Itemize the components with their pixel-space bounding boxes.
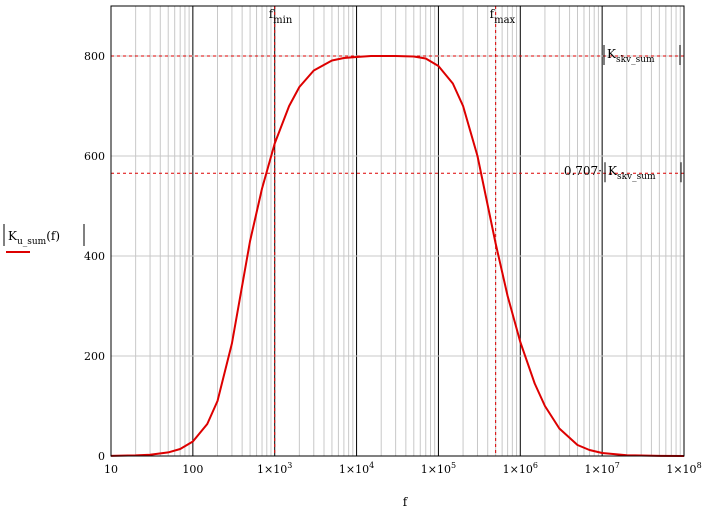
- x-tick-base: 1×10: [584, 463, 614, 476]
- series-point: [601, 452, 603, 454]
- series-point: [179, 448, 181, 450]
- series-point: [216, 400, 219, 402]
- series-point: [167, 451, 169, 453]
- ref-label-main: K: [607, 47, 617, 61]
- x-tick-exponent: 6: [533, 461, 538, 470]
- x-tick-base: 1×10: [666, 463, 696, 476]
- x-tick-exponent: 8: [697, 461, 702, 470]
- series-point: [355, 56, 358, 58]
- reference-label-vertical: fmax: [490, 7, 516, 26]
- reference-label-vertical: fmin: [269, 7, 293, 26]
- x-tick-label: 1×107: [584, 461, 619, 476]
- minor-gridlines: [135, 6, 681, 456]
- y-tick-label: 200: [84, 350, 105, 363]
- y-label-text: Ku_sum(f): [8, 229, 60, 247]
- plot-frame: [110, 5, 685, 457]
- series-point: [462, 105, 464, 107]
- y-tick-label: 0: [98, 450, 105, 463]
- y-tick-labels: 0 200 400 600 800: [84, 50, 105, 463]
- reference-lines: [111, 6, 684, 456]
- plot-border: [110, 5, 685, 457]
- series-point: [192, 440, 194, 443]
- y-tick-label: 600: [84, 150, 105, 163]
- y-label-arg: (f): [46, 229, 60, 243]
- x-tick-exponent: 7: [615, 461, 620, 470]
- ref-label-sub: skv_sum: [617, 172, 656, 182]
- series-layer: [110, 55, 685, 457]
- series-point: [298, 86, 300, 88]
- series-point: [249, 240, 251, 242]
- y-axis-label: Ku_sum(f): [3, 224, 85, 253]
- x-tick-base: 10: [104, 463, 118, 476]
- series-point: [343, 57, 345, 59]
- y-label-main: K: [8, 229, 18, 243]
- y-tick-label: 400: [84, 250, 105, 263]
- series-point: [437, 65, 440, 67]
- series-point: [588, 449, 591, 451]
- reference-label-horizontal: Kskv_sum: [607, 47, 655, 65]
- series-point: [425, 57, 427, 60]
- x-tick-exponent: 3: [287, 461, 292, 470]
- x-tick-exponent: 4: [369, 461, 374, 470]
- ref-label-main: f: [490, 7, 496, 21]
- x-tick-labels: 10 100 1×103 1×104 1×105 1×106 1×107 1×108: [104, 461, 702, 476]
- x-tick-label: 1×108: [666, 461, 701, 476]
- series-point: [507, 295, 509, 297]
- series-point: [288, 105, 290, 107]
- series-point: [452, 82, 454, 85]
- series-point: [313, 69, 315, 72]
- x-tick-base: 1×10: [421, 463, 451, 476]
- x-tick-label: 1×106: [503, 461, 538, 476]
- x-tick-base: 1×10: [257, 463, 287, 476]
- series-point: [576, 444, 579, 446]
- series-point: [274, 142, 276, 145]
- x-tick-label: 1×103: [257, 461, 292, 476]
- y-label-sub: u_sum: [17, 237, 47, 247]
- ref-label-sub: min: [273, 15, 293, 26]
- series-point: [544, 405, 546, 407]
- ref-label-main: f: [269, 7, 275, 21]
- x-tick-label: 1×105: [421, 461, 456, 476]
- x-tick-label: 1×104: [339, 461, 374, 476]
- x-tick-label: 100: [182, 463, 203, 476]
- x-tick-base: 1×10: [503, 463, 533, 476]
- ref-label-main: K: [608, 164, 618, 178]
- x-tick-exponent: 5: [451, 461, 456, 470]
- series-point: [558, 427, 560, 430]
- series-point: [519, 341, 521, 343]
- series-point: [370, 55, 372, 57]
- series-point: [534, 382, 536, 385]
- ref-label-sub: skv_sum: [616, 55, 655, 65]
- series-point: [495, 242, 497, 245]
- series-point: [149, 454, 151, 456]
- x-axis-label: f: [403, 495, 409, 509]
- x-tick-base: 100: [182, 463, 203, 476]
- series-point: [476, 155, 479, 157]
- y-tick-label: 800: [84, 50, 105, 63]
- series-point: [413, 55, 415, 58]
- series-point: [206, 423, 208, 425]
- reference-label-prefix: 0.707·: [564, 164, 602, 178]
- series-point: [395, 55, 397, 57]
- series-point: [231, 342, 233, 345]
- x-tick-label: 10: [104, 463, 118, 476]
- reference-label-horizontal: Kskv_sum: [608, 164, 656, 182]
- series-point: [331, 59, 333, 62]
- series-point: [380, 55, 382, 57]
- series-point: [261, 187, 263, 190]
- ref-label-sub: max: [494, 15, 515, 26]
- x-tick-base: 1×10: [339, 463, 369, 476]
